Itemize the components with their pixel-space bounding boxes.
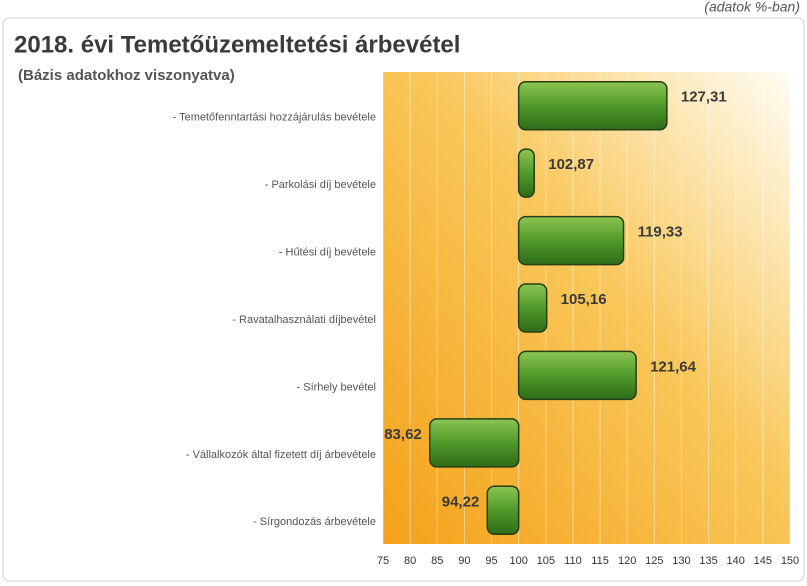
x-tick-label: 135 xyxy=(699,555,717,567)
bar xyxy=(517,350,637,401)
x-tick-label: 105 xyxy=(537,555,555,567)
x-tick-label: 120 xyxy=(618,555,636,567)
x-tick-label: 100 xyxy=(509,555,527,567)
bar xyxy=(429,418,520,468)
data-label: 127,31 xyxy=(681,89,727,106)
chart-title: 2018. évi Temetőüzemeltetési árbevétel xyxy=(14,31,460,58)
x-tick-label: 140 xyxy=(727,555,745,567)
y-tick-label: - Temetőfenntartási hozzájárulás bevétel… xyxy=(173,112,376,124)
data-label: 105,16 xyxy=(561,291,607,308)
bar xyxy=(517,148,535,198)
data-label: 83,62 xyxy=(384,426,422,443)
x-tick-label: 115 xyxy=(591,555,609,567)
x-tick-label: 110 xyxy=(564,555,582,567)
y-tick-label: - Parkolási díj bevétele xyxy=(265,179,376,191)
bar xyxy=(486,485,520,536)
x-tick-label: 90 xyxy=(458,555,470,567)
y-tick-label: - Sírhely bevétel xyxy=(297,381,376,393)
x-tick-label: 85 xyxy=(431,555,443,567)
data-label: 102,87 xyxy=(548,156,594,173)
x-tick-label: 75 xyxy=(377,555,389,567)
y-tick-label: - Sírgondozás árbevétele xyxy=(253,516,376,528)
data-label: 119,33 xyxy=(638,224,683,241)
chart-subtitle: (Bázis adatokhoz viszonyatva) xyxy=(18,67,235,84)
x-tick-label: 125 xyxy=(645,555,663,567)
bar xyxy=(517,283,548,333)
x-tick-label: 130 xyxy=(672,555,690,567)
x-tick-label: 80 xyxy=(404,555,416,567)
note: (adatok %-ban) xyxy=(704,0,800,15)
x-tick-label: 95 xyxy=(485,555,497,567)
x-tick-label: 150 xyxy=(781,555,799,567)
plot-background xyxy=(383,72,790,544)
data-label: 121,64 xyxy=(650,358,697,375)
x-tick-label: 145 xyxy=(754,555,772,567)
data-label: 94,22 xyxy=(442,493,480,510)
bar xyxy=(517,215,625,266)
bar xyxy=(517,80,668,131)
y-tick-label: - Hűtési díj bevétele xyxy=(279,246,376,258)
y-tick-label: - Vállalkozók által fizetett díj árbevét… xyxy=(186,449,376,461)
y-tick-label: - Ravatalhasználati díjbevétel xyxy=(232,314,376,326)
